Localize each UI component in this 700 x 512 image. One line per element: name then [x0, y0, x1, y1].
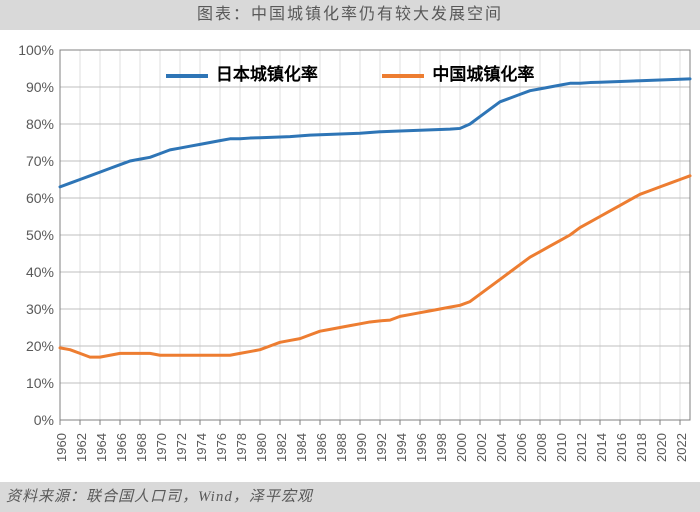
- x-tick-label: 1986: [314, 433, 329, 462]
- y-tick-label: 80%: [26, 116, 54, 132]
- x-tick-label: 2002: [474, 433, 489, 462]
- chart-svg: [0, 30, 700, 482]
- x-tick-label: 1988: [334, 433, 349, 462]
- x-tick-label: 2014: [594, 433, 609, 462]
- x-tick-label: 2020: [654, 433, 669, 462]
- x-tick-label: 1966: [114, 433, 129, 462]
- legend-swatch-japan: [166, 74, 208, 78]
- x-tick-label: 2008: [534, 433, 549, 462]
- x-tick-label: 1994: [394, 433, 409, 462]
- x-tick-label: 1992: [374, 433, 389, 462]
- y-tick-label: 60%: [26, 190, 54, 206]
- x-tick-label: 1980: [254, 433, 269, 462]
- x-tick-label: 1978: [234, 433, 249, 462]
- x-tick-label: 2012: [574, 433, 589, 462]
- x-tick-label: 1968: [134, 433, 149, 462]
- x-tick-label: 1996: [414, 433, 429, 462]
- y-tick-label: 0%: [34, 412, 54, 428]
- legend-label-china: 中国城镇化率: [432, 65, 534, 84]
- x-tick-label: 1998: [434, 433, 449, 462]
- legend-item-china: 中国城镇化率: [382, 60, 534, 85]
- y-tick-label: 70%: [26, 153, 54, 169]
- y-tick-label: 90%: [26, 79, 54, 95]
- x-tick-label: 2018: [634, 433, 649, 462]
- chart-title: 图表：中国城镇化率仍有较大发展空间: [0, 0, 700, 30]
- legend: 日本城镇化率 中国城镇化率: [0, 60, 700, 85]
- x-tick-label: 1984: [294, 433, 309, 462]
- x-tick-label: 1970: [154, 433, 169, 462]
- legend-label-japan: 日本城镇化率: [216, 65, 318, 84]
- y-tick-label: 30%: [26, 301, 54, 317]
- x-tick-label: 2010: [554, 433, 569, 462]
- x-tick-label: 1976: [214, 433, 229, 462]
- x-tick-label: 1974: [194, 433, 209, 462]
- x-tick-label: 2006: [514, 433, 529, 462]
- x-tick-label: 1972: [174, 433, 189, 462]
- x-tick-label: 2016: [614, 433, 629, 462]
- x-tick-label: 1964: [94, 433, 109, 462]
- x-tick-label: 2022: [674, 433, 689, 462]
- x-tick-label: 1982: [274, 433, 289, 462]
- x-tick-label: 2004: [494, 433, 509, 462]
- y-tick-label: 50%: [26, 227, 54, 243]
- chart-area: 日本城镇化率 中国城镇化率 0% 10% 20% 30% 40% 50% 60% 70% 80%…: [0, 30, 700, 482]
- x-tick-label: 2000: [454, 433, 469, 462]
- legend-item-japan: 日本城镇化率: [166, 60, 318, 85]
- x-tick-label: 1990: [354, 433, 369, 462]
- y-tick-label: 40%: [26, 264, 54, 280]
- y-tick-label: 100%: [18, 42, 54, 58]
- x-tick-label: 1962: [74, 433, 89, 462]
- y-tick-label: 20%: [26, 338, 54, 354]
- y-tick-label: 10%: [26, 375, 54, 391]
- x-tick-label: 1960: [54, 433, 69, 462]
- legend-swatch-china: [382, 74, 424, 78]
